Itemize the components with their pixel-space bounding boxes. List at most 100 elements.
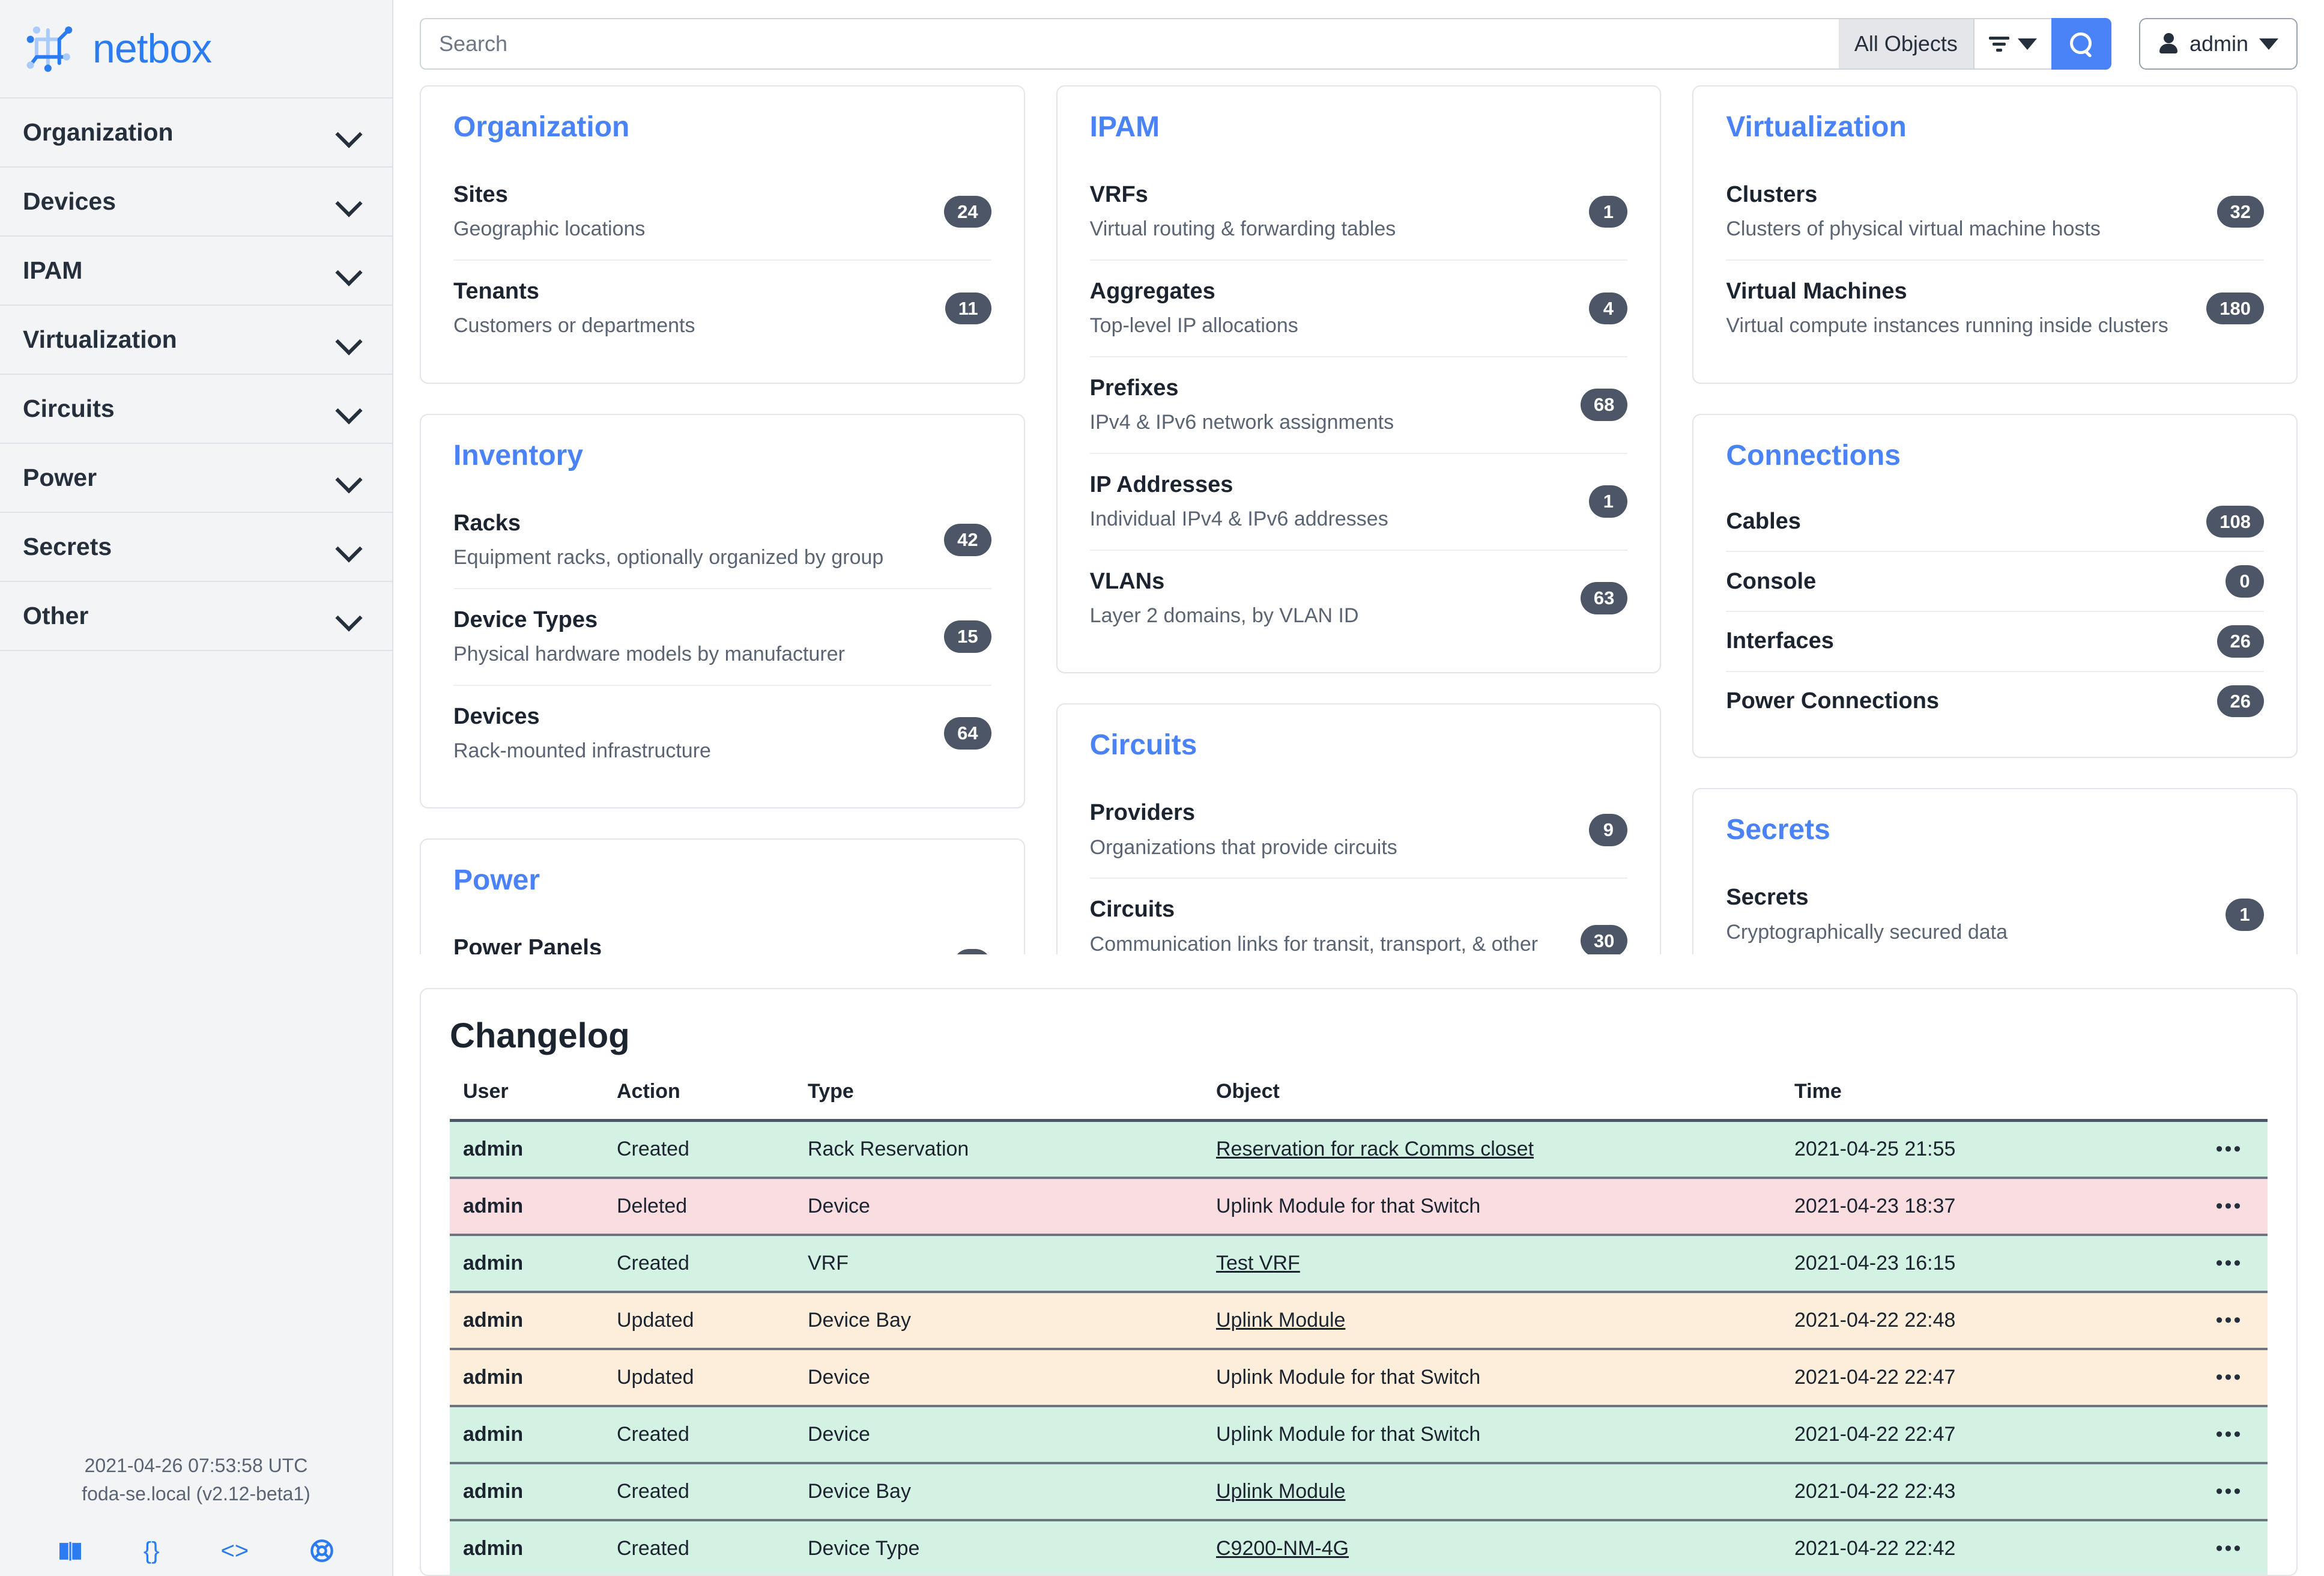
- object-link[interactable]: Test VRF: [1216, 1251, 1300, 1274]
- sidebar-item-secrets[interactable]: Secrets: [0, 513, 392, 582]
- table-row[interactable]: admin Created VRF Test VRF 2021-04-23 16…: [450, 1234, 2268, 1293]
- card-row-providers[interactable]: Providers Organizations that provide cir…: [1090, 782, 1628, 877]
- table-row[interactable]: admin Updated Device Uplink Module for t…: [450, 1348, 2268, 1407]
- count-badge: 64: [944, 717, 991, 750]
- card-title[interactable]: Circuits: [1089, 729, 1197, 762]
- object-link[interactable]: C9200-NM-4G: [1216, 1536, 1349, 1560]
- table-row[interactable]: admin Created Device Type C9200-NM-4G 20…: [450, 1520, 2268, 1575]
- row-menu-icon[interactable]: •••: [2215, 1536, 2243, 1560]
- card-row-cables[interactable]: Cables 108: [1726, 492, 2264, 551]
- row-menu-icon[interactable]: •••: [2215, 1308, 2243, 1332]
- cell-type: Device Bay: [794, 1291, 1203, 1350]
- card-title[interactable]: Connections: [1726, 439, 1901, 471]
- column-header-time[interactable]: Time: [1781, 1079, 2177, 1122]
- card-row-sites[interactable]: Sites Geographic locations 24: [453, 164, 991, 259]
- card-title[interactable]: Secrets: [1726, 814, 1830, 846]
- card-row-ip-addresses[interactable]: IP Addresses Individual IPv4 & IPv6 addr…: [1089, 452, 1628, 550]
- row-title: Device Types: [453, 607, 598, 632]
- api-braces-icon[interactable]: {}: [143, 1538, 160, 1564]
- card-row-racks[interactable]: Racks Equipment racks, optionally organi…: [453, 492, 991, 588]
- chevron-down-icon: [336, 331, 365, 349]
- table-row[interactable]: admin Updated Device Bay Uplink Module 2…: [450, 1291, 2268, 1350]
- sidebar-item-ipam[interactable]: IPAM: [0, 237, 392, 306]
- card-row-secrets[interactable]: Secrets Cryptographically secured data 1: [1726, 867, 2264, 954]
- card-title[interactable]: IPAM: [1089, 111, 1160, 143]
- card-row-vlans[interactable]: VLANs Layer 2 domains, by VLAN ID 63: [1089, 549, 1628, 646]
- count-badge: 180: [2206, 292, 2264, 325]
- column-header-menu: [2177, 1079, 2268, 1122]
- row-menu-icon[interactable]: •••: [2215, 1365, 2243, 1389]
- cell-menu: •••: [2177, 1405, 2268, 1464]
- cell-menu: •••: [2177, 1348, 2268, 1407]
- help-lifering-icon[interactable]: [310, 1539, 334, 1563]
- table-row[interactable]: admin Deleted Device Uplink Module for t…: [450, 1177, 2268, 1236]
- card-title[interactable]: Inventory: [453, 439, 584, 471]
- table-row[interactable]: admin Created Rack Reservation Reservati…: [450, 1120, 2268, 1179]
- row-description: Geographic locations: [453, 217, 646, 241]
- count-badge: 0: [2226, 565, 2264, 598]
- table-row[interactable]: admin Created Device Bay Uplink Module 2…: [450, 1462, 2268, 1521]
- source-code-icon[interactable]: <>: [220, 1538, 249, 1564]
- user-menu-button[interactable]: admin: [2138, 18, 2298, 70]
- sidebar-item-label: Devices: [23, 187, 117, 215]
- row-title: Power Connections: [1726, 688, 1940, 714]
- card-title[interactable]: Virtualization: [1726, 111, 1907, 143]
- sidebar-item-power[interactable]: Power: [0, 444, 392, 513]
- row-menu-icon[interactable]: •••: [2215, 1479, 2243, 1503]
- server-timestamp: 2021-04-26 07:53:58 UTC: [84, 1455, 308, 1477]
- chevron-down-icon: [336, 262, 365, 280]
- card-row-console[interactable]: Console 0: [1726, 551, 2264, 611]
- sidebar-item-devices[interactable]: Devices: [0, 168, 392, 237]
- card-row-device-types[interactable]: Device Types Physical hardware models by…: [453, 587, 991, 685]
- card-row-power-connections[interactable]: Power Connections 26: [1726, 670, 2264, 731]
- cell-menu: •••: [2177, 1234, 2268, 1293]
- cell-action: Deleted: [604, 1177, 794, 1236]
- column-header-user[interactable]: User: [450, 1079, 604, 1122]
- row-title: Interfaces: [1726, 628, 1834, 654]
- object-link[interactable]: Uplink Module: [1216, 1479, 1346, 1503]
- card-row-prefixes[interactable]: Prefixes IPv4 & IPv6 network assignments…: [1089, 356, 1628, 453]
- card-row-aggregates[interactable]: Aggregates Top-level IP allocations 4: [1089, 259, 1628, 356]
- row-description: Cryptographically secured data: [1726, 920, 2008, 944]
- sidebar-item-circuits[interactable]: Circuits: [0, 375, 392, 444]
- cell-object: Uplink Module for that Switch: [1203, 1348, 1781, 1407]
- brand[interactable]: netbox: [0, 0, 392, 97]
- object-link[interactable]: Uplink Module: [1216, 1308, 1346, 1332]
- card-row-tenants[interactable]: Tenants Customers or departments 11: [453, 259, 991, 356]
- user-menu-label: admin: [2189, 31, 2248, 56]
- filter-dropdown-button[interactable]: [1973, 18, 2051, 70]
- card-title[interactable]: Power: [453, 864, 540, 897]
- object-link[interactable]: Reservation for rack Comms closet: [1216, 1137, 1534, 1160]
- row-description: Organizations that provide circuits: [1089, 835, 1397, 859]
- sidebar-item-virtualization[interactable]: Virtualization: [0, 306, 392, 375]
- sidebar-item-other[interactable]: Other: [0, 582, 392, 651]
- row-description: Physical hardware models by manufacturer: [453, 642, 845, 665]
- row-menu-icon[interactable]: •••: [2215, 1422, 2243, 1446]
- search-submit-button[interactable]: [2051, 18, 2111, 70]
- card-row-virtual-machines[interactable]: Virtual Machines Virtual compute instanc…: [1726, 259, 2264, 356]
- sidebar-item-organization[interactable]: Organization: [0, 98, 392, 168]
- card-row-circuits[interactable]: Circuits Communication links for transit…: [1089, 877, 1628, 954]
- card-row-devices[interactable]: Devices Rack-mounted infrastructure 64: [453, 684, 991, 781]
- row-title: Cables: [1726, 508, 1801, 534]
- chevron-down-icon: [336, 538, 365, 556]
- row-menu-icon[interactable]: •••: [2215, 1251, 2243, 1274]
- card-row-power-panels[interactable]: Power Panels Electrical panels receiving…: [453, 917, 991, 954]
- cell-user: admin: [450, 1520, 604, 1575]
- row-description: Virtual compute instances running inside…: [1726, 314, 2168, 338]
- column-header-object[interactable]: Object: [1203, 1079, 1781, 1122]
- row-menu-icon[interactable]: •••: [2215, 1137, 2243, 1160]
- count-badge: 4: [952, 949, 991, 954]
- column-header-action[interactable]: Action: [604, 1079, 794, 1122]
- server-host-version: foda-se.local (v2.12-beta1): [82, 1482, 310, 1505]
- card-row-interfaces[interactable]: Interfaces 26: [1726, 611, 2264, 671]
- row-menu-icon[interactable]: •••: [2215, 1194, 2243, 1217]
- card-row-vrfs[interactable]: VRFs Virtual routing & forwarding tables…: [1090, 164, 1628, 259]
- docs-book-icon[interactable]: [58, 1539, 82, 1563]
- card-row-clusters[interactable]: Clusters Clusters of physical virtual ma…: [1726, 164, 2264, 259]
- search-input[interactable]: [420, 18, 1839, 70]
- object-scope-select[interactable]: All Objects: [1838, 18, 1973, 70]
- table-row[interactable]: admin Created Device Uplink Module for t…: [450, 1405, 2268, 1464]
- column-header-type[interactable]: Type: [794, 1079, 1203, 1122]
- card-title[interactable]: Organization: [453, 111, 630, 143]
